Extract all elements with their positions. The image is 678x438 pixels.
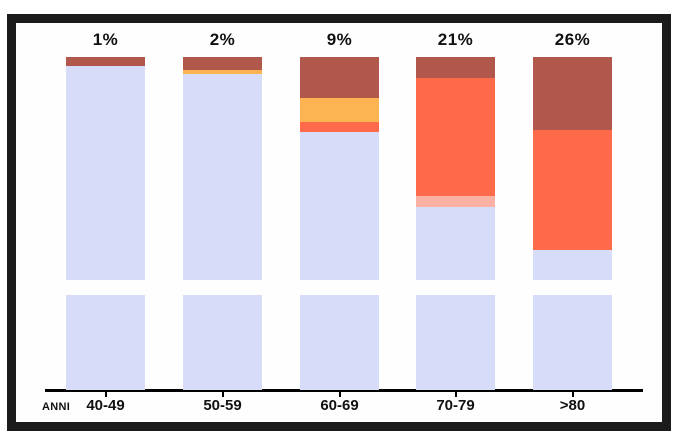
bar-segment-dark-red xyxy=(183,57,262,70)
bar-segment-tomato xyxy=(533,129,612,250)
x-axis-title: ANNI xyxy=(42,401,71,413)
bar-segment-lavender xyxy=(416,206,495,280)
stacked-bar xyxy=(183,57,262,280)
x-axis-line xyxy=(45,389,643,392)
bar-segment-orange xyxy=(300,98,379,123)
bar-segment-tomato xyxy=(300,122,379,133)
chart-frame: ANNI 1% 40-49 2% 50-59 9% 60-69 21% 70-79 26% >80 xyxy=(7,14,671,431)
stacked-bar xyxy=(66,57,145,280)
bar-lower-block xyxy=(300,295,379,390)
bar-lower-block xyxy=(533,295,612,390)
bar-column-50-59: 2% 50-59 xyxy=(183,23,262,422)
bar-lower-block xyxy=(183,295,262,390)
bar-column-70-79: 21% 70-79 xyxy=(416,23,495,422)
bar-segment-lavender xyxy=(66,65,145,280)
x-axis-category-label: 40-49 xyxy=(86,397,125,414)
x-axis-tick xyxy=(455,392,457,397)
bar-column->80: 26% >80 xyxy=(533,23,612,422)
bar-percent-label: 26% xyxy=(554,30,591,49)
x-axis-tick xyxy=(105,392,107,397)
bar-segment-orange xyxy=(183,69,262,74)
x-axis-category-label: 60-69 xyxy=(320,397,359,414)
x-axis-category-label: 50-59 xyxy=(203,397,242,414)
stacked-bar xyxy=(300,57,379,280)
bar-segment-pink xyxy=(416,195,495,207)
bar-percent-label: 9% xyxy=(326,30,353,49)
x-axis-category-label: 70-79 xyxy=(436,397,475,414)
bar-percent-label: 21% xyxy=(437,30,474,49)
bar-segment-dark-red xyxy=(533,57,612,130)
bar-lower-block xyxy=(66,295,145,390)
plot-area: ANNI 1% 40-49 2% 50-59 9% 60-69 21% 70-79 26% >80 xyxy=(16,23,662,422)
bar-segment-dark-red xyxy=(66,57,145,66)
bar-segment-lavender xyxy=(183,73,262,280)
bar-column-40-49: 1% 40-49 xyxy=(66,23,145,422)
stacked-bar xyxy=(416,57,495,280)
bar-segment-lavender xyxy=(533,249,612,280)
x-axis-tick xyxy=(572,392,574,397)
bar-segment-lavender xyxy=(300,132,379,280)
stacked-bar xyxy=(533,57,612,280)
bar-percent-label: 2% xyxy=(209,30,236,49)
bar-lower-block xyxy=(416,295,495,390)
bar-segment-dark-red xyxy=(416,57,495,78)
x-axis-tick xyxy=(339,392,341,397)
bar-segment-tomato xyxy=(416,77,495,196)
bar-column-60-69: 9% 60-69 xyxy=(300,23,379,422)
bar-percent-label: 1% xyxy=(92,30,119,49)
x-axis-category-label: >80 xyxy=(559,397,586,414)
bar-segment-dark-red xyxy=(300,57,379,99)
x-axis-tick xyxy=(222,392,224,397)
